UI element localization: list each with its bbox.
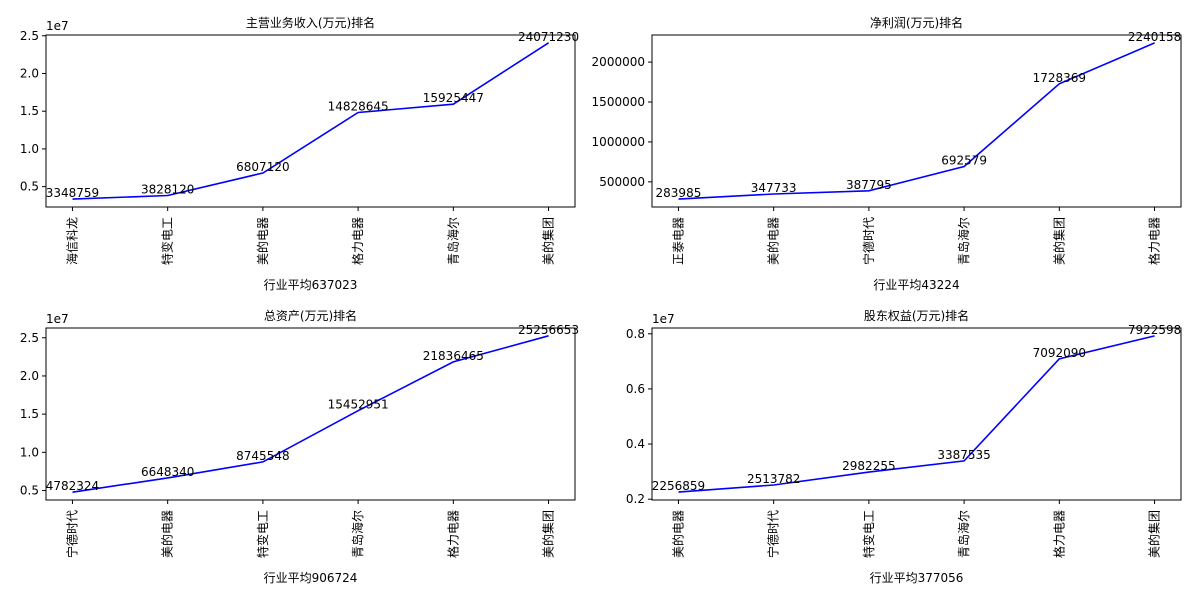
chart-title: 股东权益(万元)排名 [864,308,969,323]
series-line [72,335,549,493]
data-label: 6807120 [236,160,289,174]
x-axis-label: 行业平均377056 [870,571,964,585]
data-label: 3348759 [46,186,99,200]
data-label: 7092090 [1033,346,1086,360]
y-tick-label: 0.5 [20,484,39,498]
data-label: 15925447 [423,91,484,105]
data-label: 7922598 [1128,323,1181,337]
y-tick-label: 0.4 [626,437,645,451]
y-tick-label: 2.5 [20,331,39,345]
data-label: 4782324 [46,479,99,493]
x-tick-label: 美的集团 [1051,217,1066,265]
y-tick-label: 1.5 [20,104,39,118]
y-tick-label: 500000 [599,175,645,189]
axes-frame [651,34,1182,208]
series-line [72,42,550,200]
y-offset-text: 1e7 [652,312,675,326]
x-tick-label: 美的集团 [541,217,556,265]
data-label: 2513782 [747,472,800,486]
y-offset-text: 1e7 [46,312,69,326]
y-tick-label: 1.0 [20,142,39,156]
y-tick-label: 2.0 [20,66,39,80]
x-tick-label: 格力电器 [1147,217,1162,265]
chart-title: 总资产(万元)排名 [264,308,357,323]
y-tick-label: 0.5 [20,180,39,194]
data-label: 3828120 [141,182,194,196]
data-label: 24071230 [518,30,579,44]
data-label: 25256653 [518,323,579,337]
y-tick-label: 2.5 [20,29,39,43]
chart-1: 主营业务收入(万元)排名 1e7 0.5 1.0 1.5 2.0 2.5 海信科龙 特变电工 美的… [20,15,579,292]
x-axis-label: 行业平均637023 [264,278,358,292]
x-axis-label: 行业平均43224 [873,278,959,292]
data-label: 6648340 [141,465,194,479]
data-label: 2982255 [842,459,895,473]
y-tick-label: 0.2 [626,492,645,506]
data-label: 347733 [751,181,797,195]
x-tick-label: 特变电工 [160,217,175,265]
chart-3: 总资产(万元)排名 1e7 0.5 1.0 1.5 2.0 2.5 宁德时代 美的电器 特变电工 青… [20,308,579,585]
y-tick-label: 2000000 [592,55,645,69]
data-label: 21836465 [423,349,484,363]
x-tick-label: 宁德时代 [64,510,79,558]
data-label: 8745548 [236,449,289,463]
data-label: 283985 [656,186,702,200]
x-tick-label: 美的集团 [1147,510,1162,558]
data-label: 3387535 [937,448,990,462]
y-tick-label: 1.0 [20,445,39,459]
x-tick-label: 青岛海尔 [956,510,971,558]
data-label: 692579 [941,153,987,167]
data-label: 387795 [846,178,892,192]
y-tick-label: 0.6 [626,382,645,396]
x-tick-label: 宁德时代 [861,217,876,265]
x-tick-label: 特变电工 [861,510,876,558]
axes-frame [45,34,576,208]
x-tick-label: 格力电器 [350,217,365,265]
y-tick-label: 0.8 [626,327,645,341]
chart-4: 股东权益(万元)排名 1e7 0.2 0.4 0.6 0.8 美的电器 宁德时代 特变电工 青岛海… [626,308,1182,585]
series-line [678,335,1155,493]
x-tick-label: 格力电器 [1051,510,1066,558]
x-tick-label: 美的电器 [766,217,781,265]
chart-title: 净利润(万元)排名 [870,15,963,30]
axes-frame [651,327,1182,501]
y-tick-label: 2.0 [20,369,39,383]
series-line [678,42,1155,200]
x-tick-label: 青岛海尔 [956,217,971,265]
data-label: 14828645 [328,99,389,113]
x-tick-label: 特变电工 [255,510,270,558]
x-tick-label: 正泰电器 [671,217,685,265]
y-tick-label: 1.5 [20,407,39,421]
x-tick-label: 美的电器 [160,510,175,558]
x-tick-label: 美的电器 [255,217,270,265]
data-label: 2256859 [652,479,705,493]
x-tick-label: 美的电器 [670,510,685,558]
x-tick-label: 宁德时代 [766,510,781,558]
y-tick-label: 1000000 [592,135,645,149]
x-tick-label: 青岛海尔 [445,217,460,265]
x-tick-label: 青岛海尔 [350,510,365,558]
y-offset-text: 1e7 [46,19,69,33]
y-tick-label: 1500000 [592,95,645,109]
x-axis-label: 行业平均906724 [264,571,358,585]
axes-frame [45,327,576,501]
data-label: 2240158 [1128,30,1181,44]
x-tick-label: 美的集团 [541,510,556,558]
x-tick-label: 格力电器 [445,510,460,558]
data-label: 15452951 [328,398,389,412]
x-tick-label: 海信科龙 [64,217,79,265]
data-label: 1728369 [1033,71,1086,85]
chart-title: 主营业务收入(万元)排名 [246,15,375,30]
chart-2: 净利润(万元)排名 500000 1000000 1500000 2000000 正泰电器… [592,15,1182,292]
